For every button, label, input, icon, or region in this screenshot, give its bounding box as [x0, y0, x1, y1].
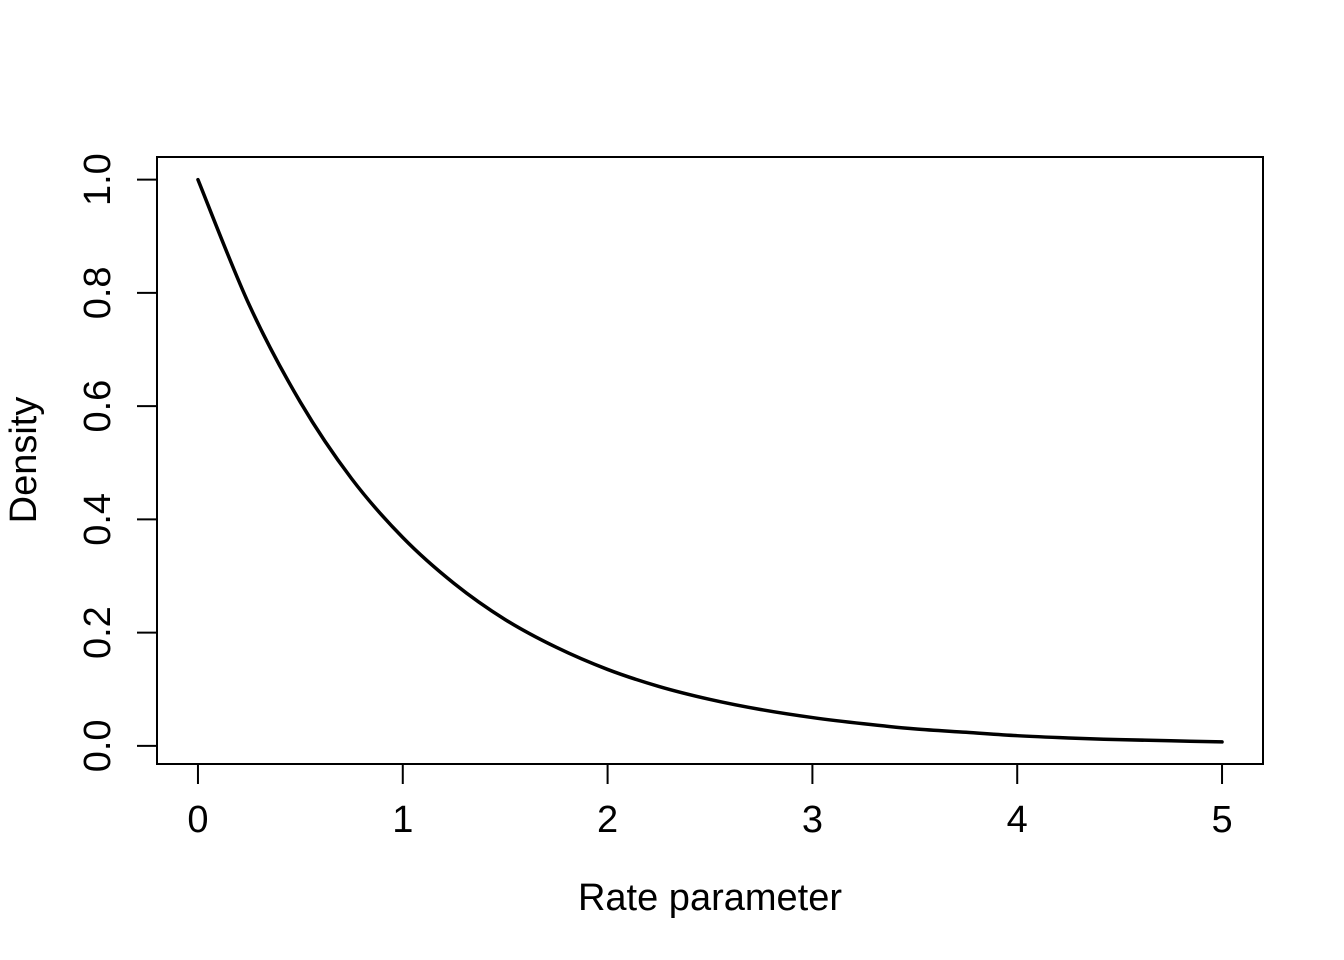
y-tick-label: 0.2	[77, 606, 119, 659]
series-layer	[196, 177, 1224, 744]
x-axis-title: Rate parameter	[578, 877, 842, 919]
y-axis-title: Density	[3, 397, 45, 524]
y-tick-label: 0.8	[77, 266, 119, 319]
y-tick-label: 0.6	[77, 380, 119, 433]
x-tick-label: 3	[802, 799, 823, 841]
y-tick-label: 0.0	[77, 719, 119, 772]
x-tick-label: 4	[1007, 799, 1028, 841]
x-tick-label: 1	[392, 799, 413, 841]
y-axis: 0.0 0.2 0.4 0.6 0.8 1.0	[77, 153, 158, 772]
y-tick-label: 0.4	[77, 493, 119, 546]
x-tick-label: 5	[1211, 799, 1232, 841]
plot-frame	[156, 156, 1264, 765]
x-tick-label: 2	[597, 799, 618, 841]
density-curve	[196, 177, 1224, 744]
y-tick-label: 1.0	[77, 153, 119, 206]
x-tick-label: 0	[187, 799, 208, 841]
x-axis: 0 1 2 3 4 5	[187, 763, 1233, 841]
